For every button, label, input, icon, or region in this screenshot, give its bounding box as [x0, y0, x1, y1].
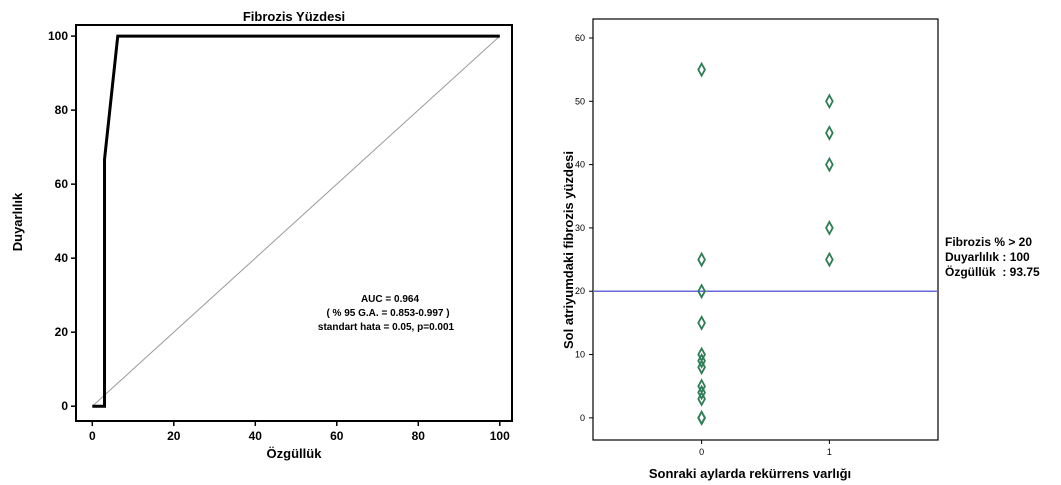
- scatter-y-tick-label: 60: [575, 33, 585, 43]
- data-point-diamond: [697, 390, 706, 407]
- roc-chart: Fibrozis Yüzdesi 0 20 40 60 80 100 0 20 40 60 80 10…: [10, 9, 513, 461]
- data-point-diamond: [697, 409, 706, 426]
- roc-auc-text: AUC = 0.964: [361, 294, 420, 305]
- scatter-points: [697, 61, 834, 426]
- roc-y-axis-label: Duyarlılık: [10, 192, 25, 251]
- data-point-diamond: [697, 384, 706, 401]
- data-point-diamond: [825, 156, 834, 173]
- scatter-y-axis-label: Sol atriyumdaki fibrozis yüzdesi: [561, 151, 576, 349]
- data-point-diamond: [825, 220, 834, 236]
- scatter-x-tick-label: 1: [827, 447, 832, 457]
- roc-x-tick-label: 20: [167, 429, 181, 443]
- roc-title: Fibrozis Yüzdesi: [243, 9, 345, 24]
- threshold-info: Fibrozis % > 20 Duyarlılık : 100 Özgüllü…: [945, 235, 1040, 279]
- scatter-y-tick-label: 0: [580, 413, 585, 423]
- roc-x-tick-label: 60: [330, 429, 344, 443]
- roc-curve: [92, 34, 500, 408]
- scatter-x-tick-label: 0: [699, 447, 704, 457]
- threshold-sensitivity-text: Duyarlılık : 100: [945, 250, 1030, 264]
- roc-y-tick-label: 100: [48, 29, 68, 43]
- roc-x-axis-label: Özgüllük: [267, 446, 323, 461]
- data-point-diamond: [697, 359, 706, 376]
- data-point-diamond: [697, 352, 706, 369]
- threshold-specificity-text: Özgüllük : 93.75: [945, 264, 1040, 279]
- roc-y-tick-label: 60: [55, 177, 69, 191]
- scatter-plot-frame: [592, 18, 939, 441]
- roc-se-text: standart hata = 0.05, p=0.001: [318, 322, 455, 333]
- scatter-y-tick-label: 20: [575, 286, 585, 296]
- roc-x-tick-label: 0: [89, 429, 96, 443]
- roc-x-tick-label: 80: [412, 429, 426, 443]
- scatter-y-tick-label: 50: [575, 96, 585, 106]
- roc-ci-text: ( % 95 G.A. = 0.853-0.997 ): [326, 308, 449, 319]
- data-point-diamond: [697, 251, 706, 268]
- data-point-diamond: [825, 93, 834, 110]
- roc-y-tick-label: 20: [55, 325, 69, 339]
- data-point-diamond: [697, 283, 706, 300]
- roc-x-tick-label: 100: [490, 429, 510, 443]
- roc-y-tick-label: 40: [55, 251, 69, 265]
- data-point-diamond: [825, 125, 834, 141]
- data-point-diamond: [697, 61, 706, 78]
- scatter-y-tick-label: 10: [575, 350, 585, 360]
- roc-reference-diagonal: [91, 35, 501, 407]
- scatter-x-axis-label: Sonraki aylarda rekürrens varlığı: [649, 466, 851, 481]
- roc-ticks: 0 20 40 60 80 100 0 20 40 60 80 100: [48, 29, 510, 443]
- scatter-y-tick-label: 40: [575, 160, 585, 170]
- roc-annotation: AUC = 0.964 ( % 95 G.A. = 0.853-0.997 ) …: [318, 294, 455, 333]
- roc-y-tick-label: 80: [55, 103, 69, 117]
- roc-x-tick-label: 40: [249, 429, 263, 443]
- scatter-y-tick-label: 30: [575, 223, 585, 233]
- roc-plot-frame: [75, 24, 513, 422]
- data-point-diamond: [825, 251, 834, 268]
- roc-y-tick-label: 0: [61, 399, 68, 413]
- threshold-criterion-text: Fibrozis % > 20: [945, 235, 1032, 249]
- data-point-diamond: [697, 315, 706, 331]
